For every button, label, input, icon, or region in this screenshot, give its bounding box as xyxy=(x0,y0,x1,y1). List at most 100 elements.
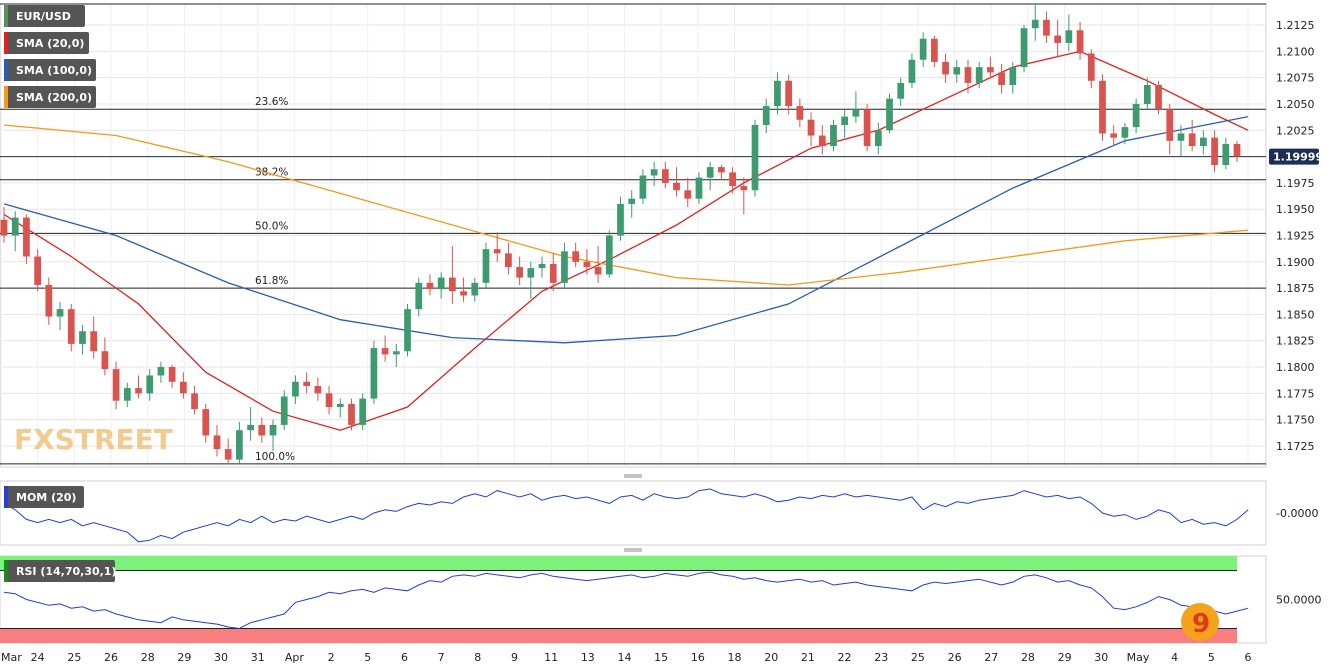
candle xyxy=(146,369,154,401)
candle xyxy=(751,119,759,197)
candle-body xyxy=(460,291,467,296)
x-axis: Mar 24 25 26 28 29 30 31 Apr 2 5 6 7 8 9 11 13 14 15 16 18 20… xyxy=(1,651,1252,664)
candle-body xyxy=(370,348,378,399)
candle xyxy=(818,125,826,155)
fib-label: 23.6% xyxy=(255,96,288,108)
resize-handle-bottom[interactable] xyxy=(624,548,642,552)
rsi-overbought-zone xyxy=(0,556,1237,571)
legend-rsi-swatch xyxy=(4,560,8,582)
candle-body xyxy=(740,186,748,191)
legend-sma100-label: SMA (100,0) xyxy=(16,64,92,77)
legend-eurusd-bg xyxy=(4,5,85,27)
time-tick-label: Apr xyxy=(285,651,305,664)
legend-mom[interactable]: MOM (20) xyxy=(4,486,84,508)
candle-body xyxy=(841,116,849,126)
candle-body xyxy=(292,381,299,397)
candle-body xyxy=(628,198,636,204)
resize-handle-top[interactable] xyxy=(624,474,642,478)
candle xyxy=(583,249,591,275)
candle-body xyxy=(493,249,501,254)
time-tick-label: 26 xyxy=(104,651,118,664)
candle-body xyxy=(930,38,938,62)
candle xyxy=(874,122,882,155)
legend-sma200[interactable]: SMA (200,0) xyxy=(4,86,96,108)
candle-body xyxy=(202,409,210,436)
candle xyxy=(236,421,243,464)
legend-mom-label: MOM (20) xyxy=(16,491,76,504)
candle xyxy=(549,253,557,292)
price-tick-label: 1.1875 xyxy=(1276,282,1315,295)
legend-rsi[interactable]: RSI (14,70,30,1) xyxy=(4,560,116,582)
candle xyxy=(740,177,748,215)
rsi-oversold-zone xyxy=(0,628,1237,643)
candle xyxy=(314,377,322,401)
candle xyxy=(505,242,512,275)
candle-body xyxy=(886,98,893,131)
candle-body xyxy=(998,72,1005,86)
momentum-line xyxy=(3,488,1249,543)
legend-sma100-bg xyxy=(4,59,96,81)
candle-body xyxy=(1143,85,1151,104)
candle-body xyxy=(605,235,613,275)
candle-body xyxy=(157,367,165,376)
candle xyxy=(987,56,994,78)
candle xyxy=(1009,61,1017,94)
candle-body xyxy=(762,106,770,126)
time-tick-label: 23 xyxy=(874,651,888,664)
candle xyxy=(168,364,176,389)
candle-body xyxy=(505,253,512,268)
candle xyxy=(594,246,602,283)
candle xyxy=(191,385,198,415)
legend-sma100[interactable]: SMA (100,0) xyxy=(4,59,96,81)
time-tick-label: 11 xyxy=(544,651,558,664)
time-tick-label: 8 xyxy=(474,651,481,664)
candle-body xyxy=(874,130,882,147)
candle-body xyxy=(179,381,187,394)
candle xyxy=(202,403,210,443)
candle-body xyxy=(1065,30,1073,43)
legend-sma20[interactable]: SMA (20,0) xyxy=(4,32,89,54)
candle xyxy=(807,112,815,147)
candle-body xyxy=(527,268,535,278)
candle xyxy=(673,167,680,197)
candle xyxy=(1099,74,1106,141)
candle xyxy=(303,372,311,394)
candle xyxy=(718,164,725,180)
sma-line xyxy=(3,50,1249,431)
time-tick-label: 5 xyxy=(364,651,371,664)
candle xyxy=(639,169,647,204)
candle xyxy=(34,249,41,292)
candle xyxy=(415,277,423,317)
legend-eurusd[interactable]: EUR/USD xyxy=(4,5,85,27)
candle xyxy=(785,74,792,115)
candle-body xyxy=(258,424,266,436)
time-tick-label: May xyxy=(1127,651,1150,664)
candle-body xyxy=(168,367,176,382)
candle xyxy=(1132,98,1140,134)
candle xyxy=(426,274,434,296)
candle-body xyxy=(639,175,647,199)
candle xyxy=(471,277,479,302)
candle xyxy=(852,91,860,123)
candle xyxy=(1121,122,1129,144)
candle xyxy=(179,372,187,399)
candle xyxy=(1211,130,1218,173)
price-tick-label: 1.1925 xyxy=(1276,230,1315,243)
candle xyxy=(11,211,19,252)
candle-body xyxy=(1054,35,1062,43)
candle xyxy=(112,361,120,410)
candle-body xyxy=(280,396,288,425)
price-panel: 1.21251.21001.20751.20501.20251.20001.19… xyxy=(0,3,1323,468)
candle-body xyxy=(314,385,322,394)
momentum-panel: -0.0000 xyxy=(0,480,1318,546)
candle xyxy=(493,232,501,262)
candle xyxy=(392,343,400,368)
time-tick-label: 28 xyxy=(141,651,155,664)
time-tick-label: 30 xyxy=(214,651,228,664)
candle-body xyxy=(1188,133,1196,147)
candle xyxy=(79,324,86,355)
candle xyxy=(908,53,916,89)
fib-label: 38.2% xyxy=(255,167,288,179)
time-tick-label: 27 xyxy=(984,651,998,664)
candle xyxy=(213,424,221,457)
